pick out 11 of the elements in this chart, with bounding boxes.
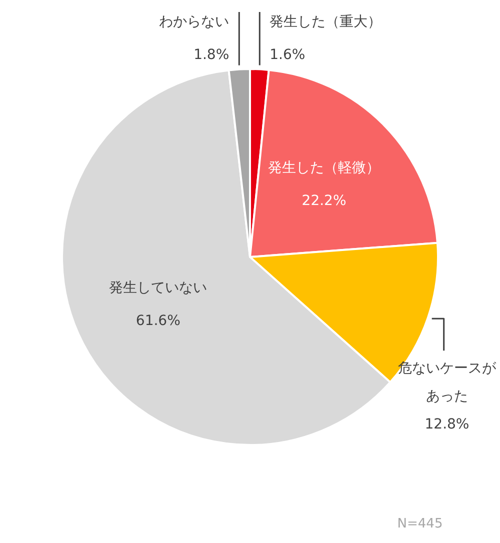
slice-label: 発生していない — [109, 280, 208, 296]
slice-label: 危ないケースがあった — [398, 360, 497, 404]
slice-label: わからない — [159, 14, 230, 30]
slice-label: 発生した（軽微） — [268, 160, 380, 176]
slice-label: 発生した（重大） — [270, 14, 382, 30]
data-label: 61.6% — [136, 312, 180, 329]
data-label: 12.8% — [424, 416, 470, 432]
text: N=445 — [397, 516, 443, 532]
data-label: 22.2% — [302, 193, 346, 210]
data-label: 1.8% — [194, 46, 230, 63]
data-label: 1.6% — [270, 46, 306, 63]
